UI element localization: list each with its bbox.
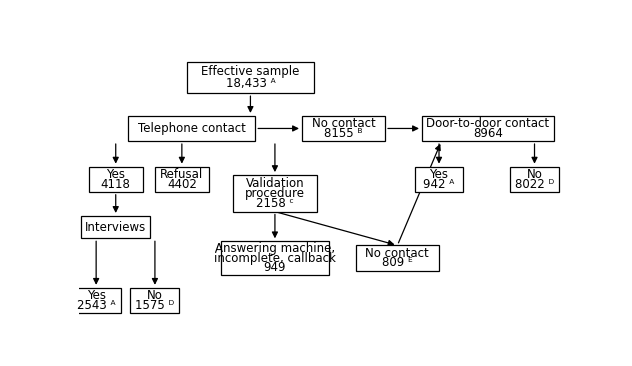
Text: 949: 949 xyxy=(264,261,286,274)
Text: 8964: 8964 xyxy=(473,127,503,140)
FancyBboxPatch shape xyxy=(130,288,179,313)
FancyBboxPatch shape xyxy=(71,288,121,313)
FancyBboxPatch shape xyxy=(88,167,143,192)
FancyBboxPatch shape xyxy=(233,175,317,212)
Text: Telephone contact: Telephone contact xyxy=(138,122,246,135)
FancyBboxPatch shape xyxy=(187,62,314,93)
Text: No contact: No contact xyxy=(312,117,375,130)
FancyBboxPatch shape xyxy=(82,216,150,238)
FancyBboxPatch shape xyxy=(356,246,439,271)
Text: 2543 ᴬ: 2543 ᴬ xyxy=(77,299,116,312)
Text: No: No xyxy=(526,168,542,181)
Text: 2158 ᶜ: 2158 ᶜ xyxy=(256,197,294,210)
FancyBboxPatch shape xyxy=(155,167,209,192)
Text: Yes: Yes xyxy=(87,289,106,302)
Text: 942 ᴬ: 942 ᴬ xyxy=(423,178,454,191)
Text: 8155 ᴮ: 8155 ᴮ xyxy=(324,127,363,140)
Text: No contact: No contact xyxy=(365,247,429,260)
FancyBboxPatch shape xyxy=(415,167,463,192)
FancyBboxPatch shape xyxy=(422,116,554,141)
FancyBboxPatch shape xyxy=(510,167,559,192)
Text: Effective sample: Effective sample xyxy=(201,65,300,78)
Text: Interviews: Interviews xyxy=(85,221,147,234)
Text: Yes: Yes xyxy=(106,168,125,181)
Text: 18,433 ᴬ: 18,433 ᴬ xyxy=(226,77,276,90)
FancyBboxPatch shape xyxy=(221,241,329,275)
Text: 4402: 4402 xyxy=(167,178,197,191)
Text: 1575 ᴰ: 1575 ᴰ xyxy=(135,299,174,312)
Text: Refusal: Refusal xyxy=(161,168,204,181)
Text: No: No xyxy=(147,289,163,302)
Text: 8022 ᴰ: 8022 ᴰ xyxy=(515,178,554,191)
Text: Yes: Yes xyxy=(430,168,449,181)
FancyBboxPatch shape xyxy=(302,116,385,141)
FancyBboxPatch shape xyxy=(128,116,255,141)
Text: 809 ᴱ: 809 ᴱ xyxy=(382,257,413,269)
Text: Door-to-door contact: Door-to-door contact xyxy=(427,117,550,130)
Text: 4118: 4118 xyxy=(100,178,131,191)
Text: procedure: procedure xyxy=(245,187,305,200)
Text: incomplete, callback: incomplete, callback xyxy=(214,251,336,265)
Text: Answering machine,: Answering machine, xyxy=(215,242,335,255)
Text: Validation: Validation xyxy=(246,177,304,190)
